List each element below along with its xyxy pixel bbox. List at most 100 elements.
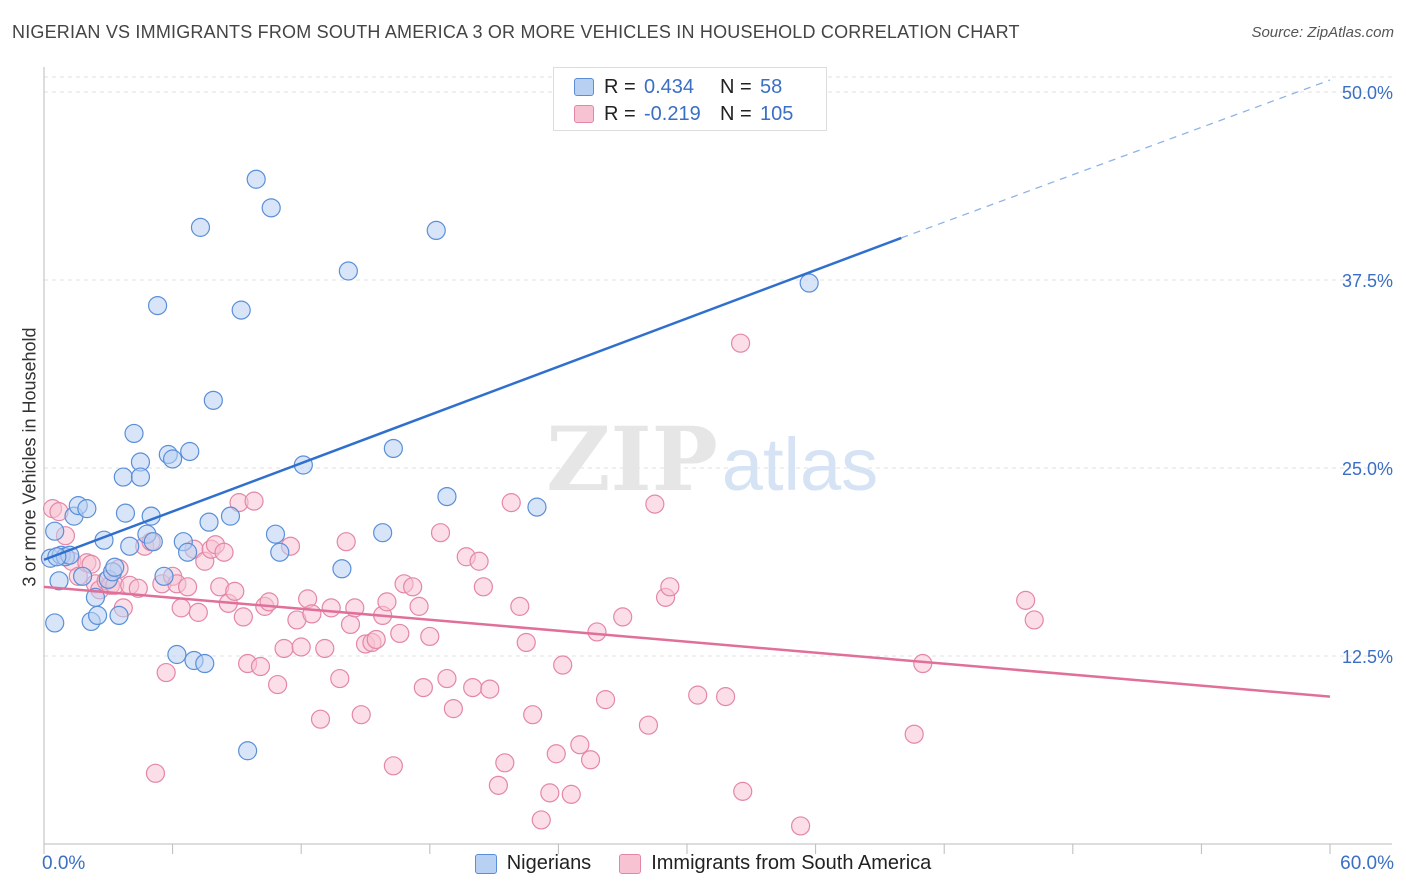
legend-row-immigrants: R = -0.219 N = 105 [574,101,793,127]
point-immigrants [463,677,483,698]
point-immigrants [473,577,493,597]
point-immigrants [645,494,665,514]
point-immigrants [390,623,410,644]
point-immigrants [145,763,166,783]
point-immigrants [310,709,331,729]
legend-swatch-nigerians [474,853,497,874]
point-nigerians [115,503,136,523]
point-nigerians [195,653,215,674]
point-immigrants [613,607,633,627]
point-immigrants [495,753,515,773]
trend-line-immigrants [43,585,1331,698]
point-nigerians [178,542,198,562]
point-immigrants [128,578,148,598]
point-immigrants [291,637,311,657]
legend-swatch-nigerians [574,78,594,96]
point-immigrants [595,690,616,710]
point-nigerians [124,423,144,444]
point-immigrants [469,551,489,571]
point-nigerians [527,497,547,517]
point-immigrants [570,735,590,755]
legend-label-immigrants: Immigrants from South America [651,852,932,874]
point-nigerians [120,536,140,556]
trend-line-nigerians-extension [901,79,1331,239]
point-nigerians [87,605,108,626]
point-nigerians [77,499,97,519]
point-immigrants [580,750,601,770]
axes [43,67,1392,854]
legend-r-label: R = [604,102,636,125]
legend-n-value: 58 [760,75,783,98]
point-immigrants [336,532,356,552]
point-nigerians [130,467,151,487]
point-nigerians [265,524,286,544]
y-tick-label: 25.0% [1342,459,1393,479]
point-immigrants [274,638,294,659]
point-nigerians [190,217,211,237]
point-immigrants [523,705,543,725]
watermark-atlas: atlas [722,423,878,506]
legend-n-value: 105 [760,102,794,125]
point-nigerians [163,449,183,469]
point-nigerians [167,644,187,665]
trend-line-nigerians [43,236,902,561]
point-nigerians [199,512,219,532]
point-immigrants [480,679,500,699]
point-nigerians [143,532,163,552]
point-immigrants [587,622,607,642]
point-immigrants [1016,590,1036,610]
point-immigrants [540,783,560,803]
point-immigrants [330,668,350,689]
point-immigrants [437,668,457,689]
point-immigrants [730,333,751,353]
point-nigerians [113,467,133,487]
point-nigerians [231,300,251,320]
legend-row-nigerians: R = 0.434 N = 58 [574,74,782,100]
watermark-zip: ZIP [546,407,718,511]
point-immigrants [403,577,423,597]
legend-label-nigerians: Nigerians [506,852,592,874]
legend-item-nigerians: Nigerians [474,852,592,875]
point-nigerians [270,542,290,562]
point-immigrants [156,662,176,683]
legend-swatch-immigrants [574,105,594,123]
point-nigerians [45,521,65,541]
legend-n-label: N = [720,75,752,98]
point-nigerians [180,441,200,462]
point-nigerians [147,295,168,316]
y-axis-title: 3 or more Vehicles in Household [19,327,40,587]
source-credit: Source: ZipAtlas.com [1251,24,1394,41]
y-tick-label: 12.5% [1342,647,1393,667]
point-nigerians [105,557,125,577]
point-immigrants [250,656,271,677]
grid-lines [44,76,1392,657]
point-immigrants [315,638,335,659]
point-immigrants [715,687,736,707]
point-immigrants [638,715,659,735]
point-immigrants [546,744,566,764]
data-points [40,169,1044,836]
point-immigrants [904,724,924,744]
point-immigrants [233,607,253,627]
point-immigrants [340,614,361,635]
point-immigrants [178,577,198,597]
legend-n-label: N = [720,102,752,125]
point-nigerians [426,220,446,240]
y-tick-label: 50.0% [1342,83,1393,103]
point-immigrants [733,781,753,801]
point-nigerians [45,613,65,633]
point-immigrants [413,677,433,698]
point-immigrants [1024,610,1044,630]
point-nigerians [261,198,281,218]
point-nigerians [49,571,69,591]
point-nigerians [109,605,129,626]
point-nigerians [203,390,223,410]
trend-lines [43,79,1331,698]
point-nigerians [338,261,358,281]
legend-r-value: 0.434 [644,75,695,98]
point-nigerians [154,566,174,586]
point-immigrants [377,592,397,612]
point-immigrants [688,685,708,705]
legend-r-label: R = [604,75,636,98]
